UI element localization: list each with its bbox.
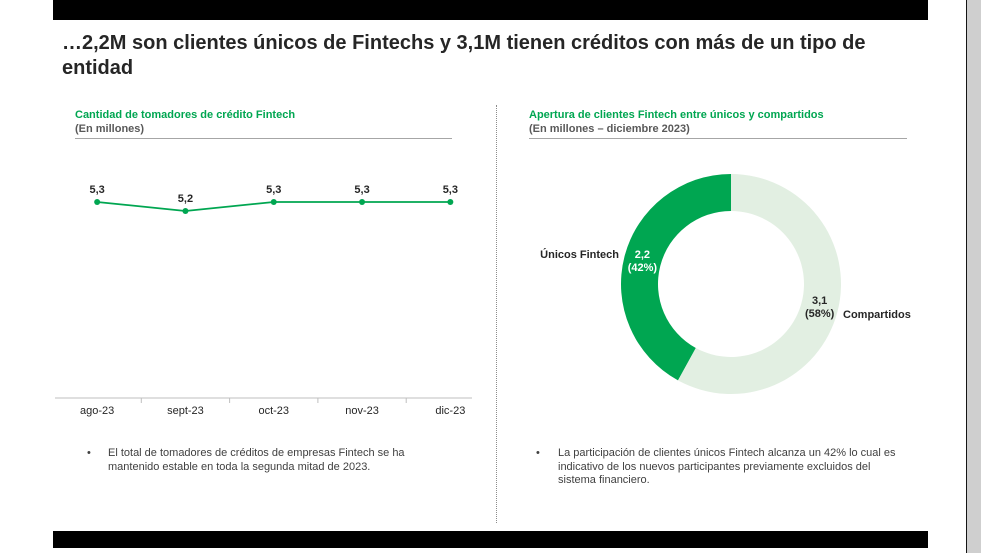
donut-chart-title: Apertura de clientes Fintech entre único… [529, 109, 824, 121]
donut-chart-subtitle: (En millones – diciembre 2023) [529, 123, 690, 135]
data-point-ago-23 [94, 199, 101, 205]
panel-divider [496, 105, 497, 523]
data-point-oct-23 [270, 199, 277, 205]
slice-percent-label-compartidos: (58%) [805, 308, 835, 320]
left-bullet-text: El total de tomadores de créditos de emp… [108, 447, 405, 473]
donut-chart-heading-rule [529, 138, 907, 139]
donut-chart-heading: Apertura de clientes Fintech entre único… [529, 108, 824, 136]
line-chart: 5,3 ago-23 5,2 sept-23 5,3 oct-23 5,3 nov-23 5,3… [55, 184, 472, 417]
line-chart-heading: Cantidad de tomadores de crédito Fintech… [75, 108, 295, 136]
slide-title: …2,2M son clientes únicos de Fintechs y … [62, 32, 866, 79]
donut-slice-unicos-fintech [621, 174, 731, 381]
slice-percent-label-unicos-fintech: (42%) [628, 262, 658, 274]
slice-category-label-compartidos: Compartidos [843, 309, 911, 321]
slice-category-label-unicos-fintech: Únicos Fintech [540, 248, 619, 261]
slice-value-label-compartidos: 3,1 [812, 295, 827, 307]
left-bullet-symbol: • [87, 447, 91, 459]
line-chart-heading-rule [75, 138, 452, 139]
x-tick-label-dic-23: dic-23 [435, 405, 465, 417]
line-chart-subtitle: (En millones) [75, 123, 145, 135]
x-tick-label-ago-23: ago-23 [80, 405, 114, 417]
data-label-dic-23: 5,3 [443, 184, 458, 196]
data-label-nov-23: 5,3 [354, 184, 369, 196]
window-edge [966, 0, 981, 553]
right-bullet-text: La participación de clientes únicos Fint… [558, 447, 896, 486]
line-chart-title: Cantidad de tomadores de crédito Fintech [75, 109, 296, 121]
data-point-sept-23 [182, 208, 189, 214]
x-tick-label-sept-23: sept-23 [167, 405, 204, 417]
data-point-dic-23 [447, 199, 454, 205]
data-point-nov-23 [359, 199, 366, 205]
x-tick-label-nov-23: nov-23 [345, 405, 379, 417]
donut-slice-compartidos [678, 174, 841, 394]
data-label-oct-23: 5,3 [266, 184, 281, 196]
right-bullet-symbol: • [536, 447, 540, 459]
slice-value-label-unicos-fintech: 2,2 [635, 249, 650, 261]
data-label-sept-23: 5,2 [178, 193, 193, 205]
top-black-bar [53, 0, 928, 20]
donut-chart: 2,2(42%) Únicos Fintech 3,1(58%) Compartido… [540, 174, 911, 394]
bottom-black-bar [53, 531, 928, 548]
x-tick-label-oct-23: oct-23 [258, 405, 289, 417]
data-label-ago-23: 5,3 [90, 184, 105, 196]
